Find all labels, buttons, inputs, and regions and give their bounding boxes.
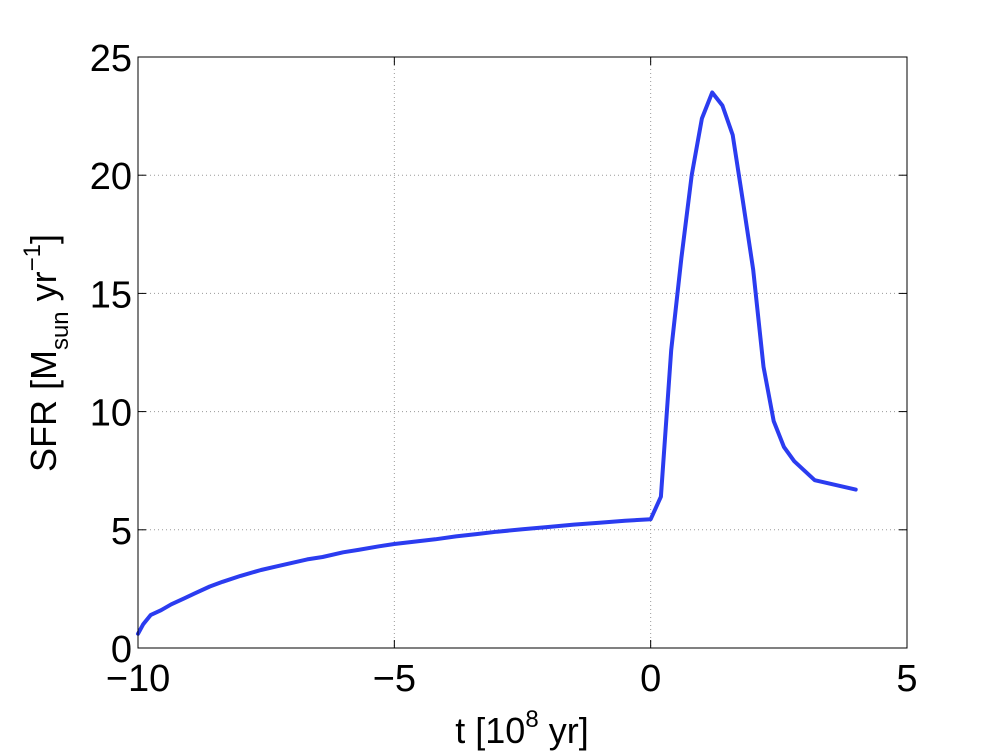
tick-labels: −10 −5 0 5 0 5 10 15 20 25 (90, 38, 918, 700)
y-tick-label: 15 (90, 274, 132, 316)
x-tick-label: 0 (640, 658, 661, 700)
x-tick-label: −5 (373, 658, 416, 700)
plot-area (138, 57, 907, 648)
y-tick-label: 20 (90, 156, 132, 198)
y-axis-label: SFR [Msun yr−1] (19, 234, 74, 472)
plot-frame (137, 56, 908, 649)
x-tick-label: 5 (896, 658, 917, 700)
series-layer (136, 90, 858, 636)
y-tick-label: 25 (90, 38, 132, 80)
y-tick-label: 10 (90, 393, 132, 435)
axis-ticks (137, 56, 908, 649)
sfr-series-line (136, 90, 858, 636)
x-tick-label: −10 (106, 658, 170, 700)
y-tick-label: 0 (111, 629, 132, 671)
x-axis-label: t [108 yr] (455, 706, 588, 751)
y-tick-label: 5 (111, 511, 132, 553)
